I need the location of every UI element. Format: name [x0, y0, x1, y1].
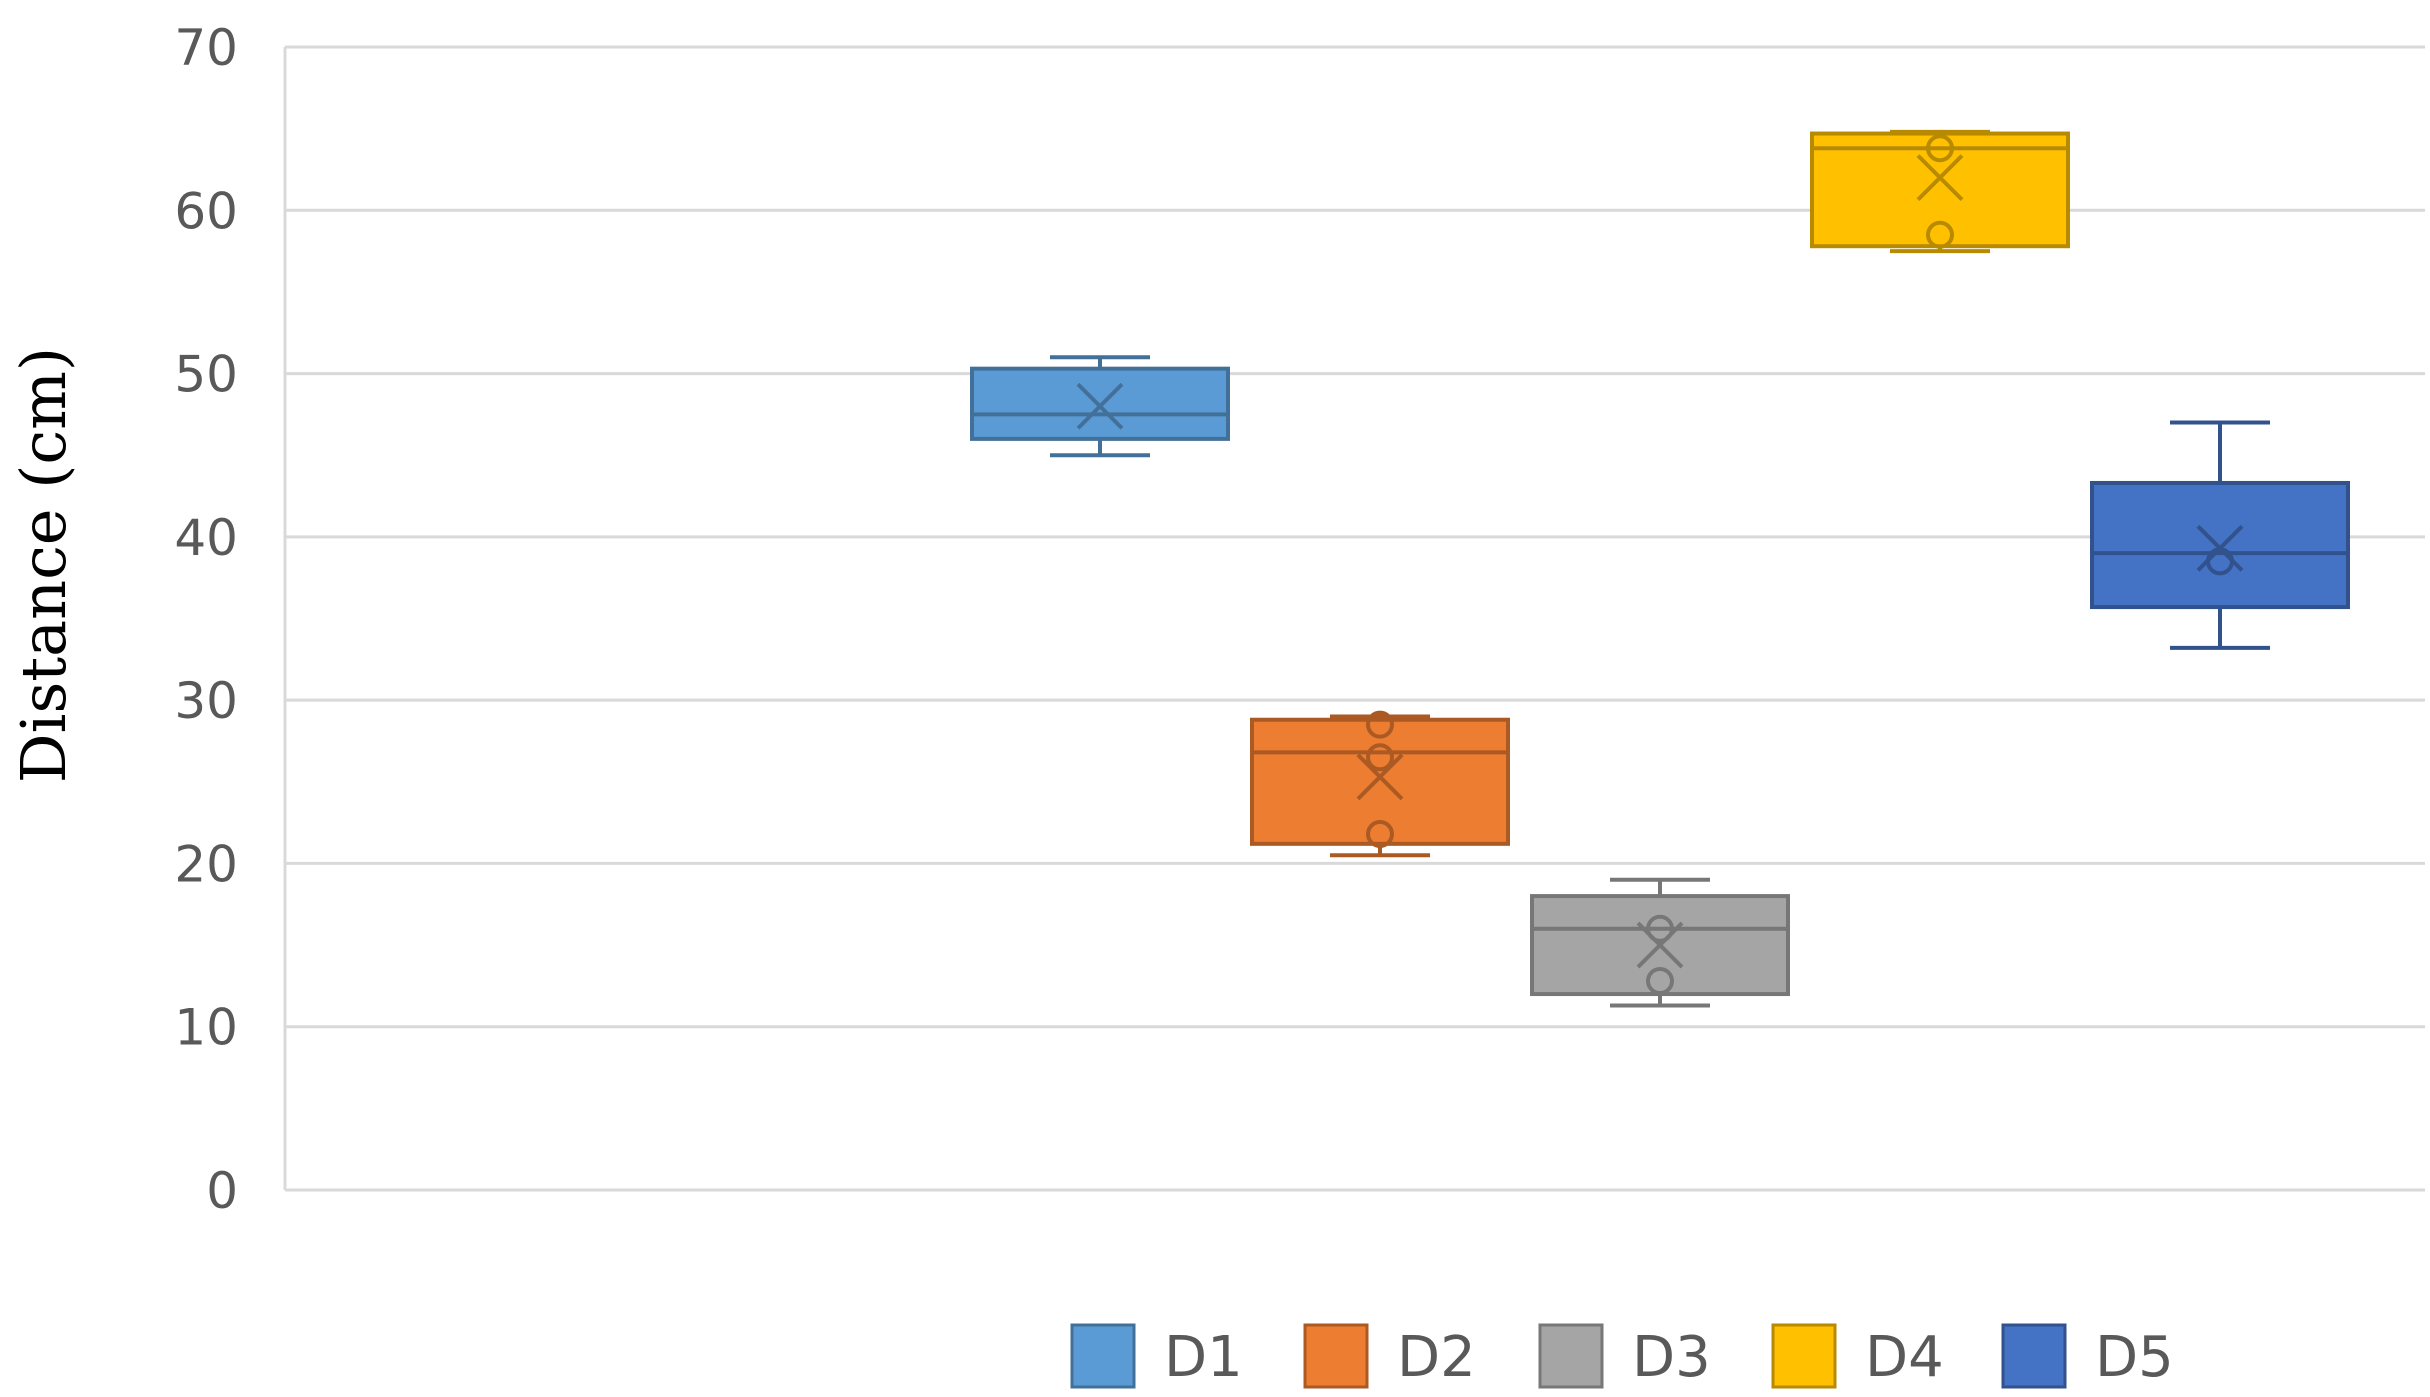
y-tick-label: 30: [174, 672, 238, 730]
y-tick-label: 50: [174, 346, 238, 404]
gridlines: [283, 45, 2425, 1192]
legend-swatch: [1771, 1323, 1837, 1389]
y-tick-label: 60: [174, 182, 238, 240]
data-point: [1366, 820, 1394, 849]
data-point: [1926, 134, 1954, 163]
iqr-box: [2090, 480, 2350, 610]
box-d1: [970, 355, 1230, 458]
legend: D1 D2 D3 D4 D5: [1070, 1323, 2174, 1390]
legend-swatch: [1303, 1323, 1369, 1389]
mean-marker: [1076, 382, 1124, 430]
legend-label: D5: [2095, 1325, 2174, 1390]
mean-marker: [1356, 753, 1404, 801]
legend-item-d2: D2: [1303, 1323, 1476, 1390]
mean-marker: [1636, 921, 1684, 969]
legend-label: D1: [1164, 1325, 1243, 1390]
y-tick-label: 40: [174, 509, 238, 567]
legend-label: D4: [1865, 1325, 1944, 1390]
legend-swatch: [1538, 1323, 1604, 1389]
legend-label: D2: [1397, 1325, 1476, 1390]
y-axis-ticks: 0 10 20 30 40 50 60 70: [174, 19, 238, 1220]
y-tick-label: 20: [174, 835, 238, 893]
legend-label: D3: [1632, 1325, 1711, 1390]
data-point: [1646, 914, 1674, 943]
legend-item-d1: D1: [1070, 1323, 1243, 1390]
data-point: [1366, 743, 1394, 772]
box-series: [970, 129, 2350, 1008]
legend-item-d4: D4: [1771, 1323, 1944, 1390]
data-point: [2206, 547, 2234, 576]
box-d5: [2090, 420, 2350, 650]
box-d2: [1250, 710, 1510, 858]
y-tick-label: 70: [174, 19, 238, 77]
y-tick-label: 0: [206, 1162, 238, 1220]
iqr-box: [1810, 131, 2070, 249]
y-axis-title: Distance (cm): [7, 347, 80, 783]
legend-swatch: [1070, 1323, 1136, 1389]
mean-marker: [1916, 154, 1964, 202]
legend-item-d5: D5: [2001, 1323, 2174, 1390]
box-d4: [1810, 129, 2070, 254]
data-point: [1366, 710, 1394, 739]
box-d3: [1530, 877, 1790, 1008]
legend-swatch: [2001, 1323, 2067, 1389]
legend-item-d3: D3: [1538, 1323, 1711, 1390]
y-tick-label: 10: [174, 999, 238, 1057]
data-point: [1646, 966, 1674, 995]
data-point: [1926, 220, 1954, 249]
